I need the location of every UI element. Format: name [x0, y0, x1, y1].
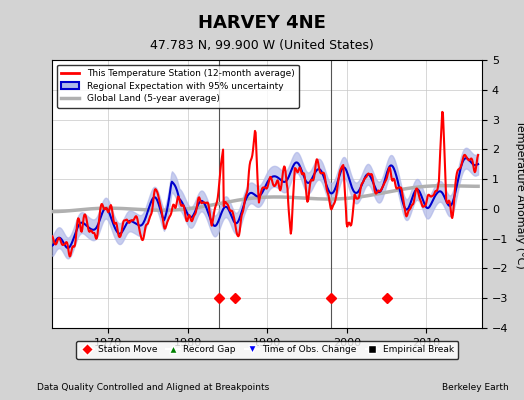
Legend: This Temperature Station (12-month average), Regional Expectation with 95% uncer: This Temperature Station (12-month avera… [57, 64, 299, 108]
Text: 47.783 N, 99.900 W (United States): 47.783 N, 99.900 W (United States) [150, 39, 374, 52]
Text: HARVEY 4NE: HARVEY 4NE [198, 14, 326, 32]
Y-axis label: Temperature Anomaly (°C): Temperature Anomaly (°C) [515, 120, 524, 268]
Text: Data Quality Controlled and Aligned at Breakpoints: Data Quality Controlled and Aligned at B… [37, 383, 269, 392]
Legend: Station Move, Record Gap, Time of Obs. Change, Empirical Break: Station Move, Record Gap, Time of Obs. C… [76, 341, 458, 359]
Text: Berkeley Earth: Berkeley Earth [442, 383, 508, 392]
